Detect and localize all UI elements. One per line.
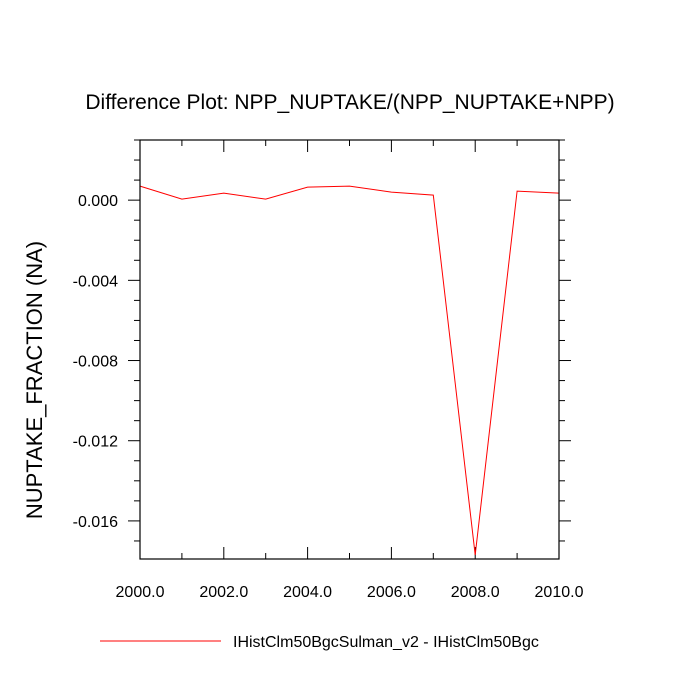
legend-label: IHistClm50BgcSulman_v2 - IHistClm50Bgc xyxy=(233,634,539,651)
series-line xyxy=(139,185,560,556)
y-tick-labels: 0.000 -0.004 -0.008 -0.012 -0.016 xyxy=(73,193,118,531)
x-tick-label: 2006.0 xyxy=(367,584,416,601)
axis-ticks xyxy=(128,139,571,559)
x-tick-label: 2002.0 xyxy=(199,584,248,601)
x-tick-label: 2010.0 xyxy=(535,584,584,601)
x-tick-label: 2004.0 xyxy=(283,584,332,601)
chart-title: Difference Plot: NPP_NUPTAKE/(NPP_NUPTAK… xyxy=(85,91,614,114)
plot-frame xyxy=(139,139,560,560)
y-axis-label: NUPTAKE_FRACTION (NA) xyxy=(22,241,47,519)
x-tick-labels: 2000.0 2002.0 2004.0 2006.0 2008.0 2010.0 xyxy=(116,584,584,601)
series-layer xyxy=(139,185,560,556)
y-tick-label: -0.008 xyxy=(73,354,118,371)
legend: IHistClm50BgcSulman_v2 - IHistClm50Bgc xyxy=(100,634,539,651)
y-tick-label: -0.016 xyxy=(73,514,118,531)
x-tick-label: 2000.0 xyxy=(116,584,165,601)
x-tick-label: 2008.0 xyxy=(451,584,500,601)
y-tick-label: -0.004 xyxy=(73,273,118,290)
y-tick-label: 0.000 xyxy=(78,193,118,210)
y-tick-label: -0.012 xyxy=(73,434,118,451)
